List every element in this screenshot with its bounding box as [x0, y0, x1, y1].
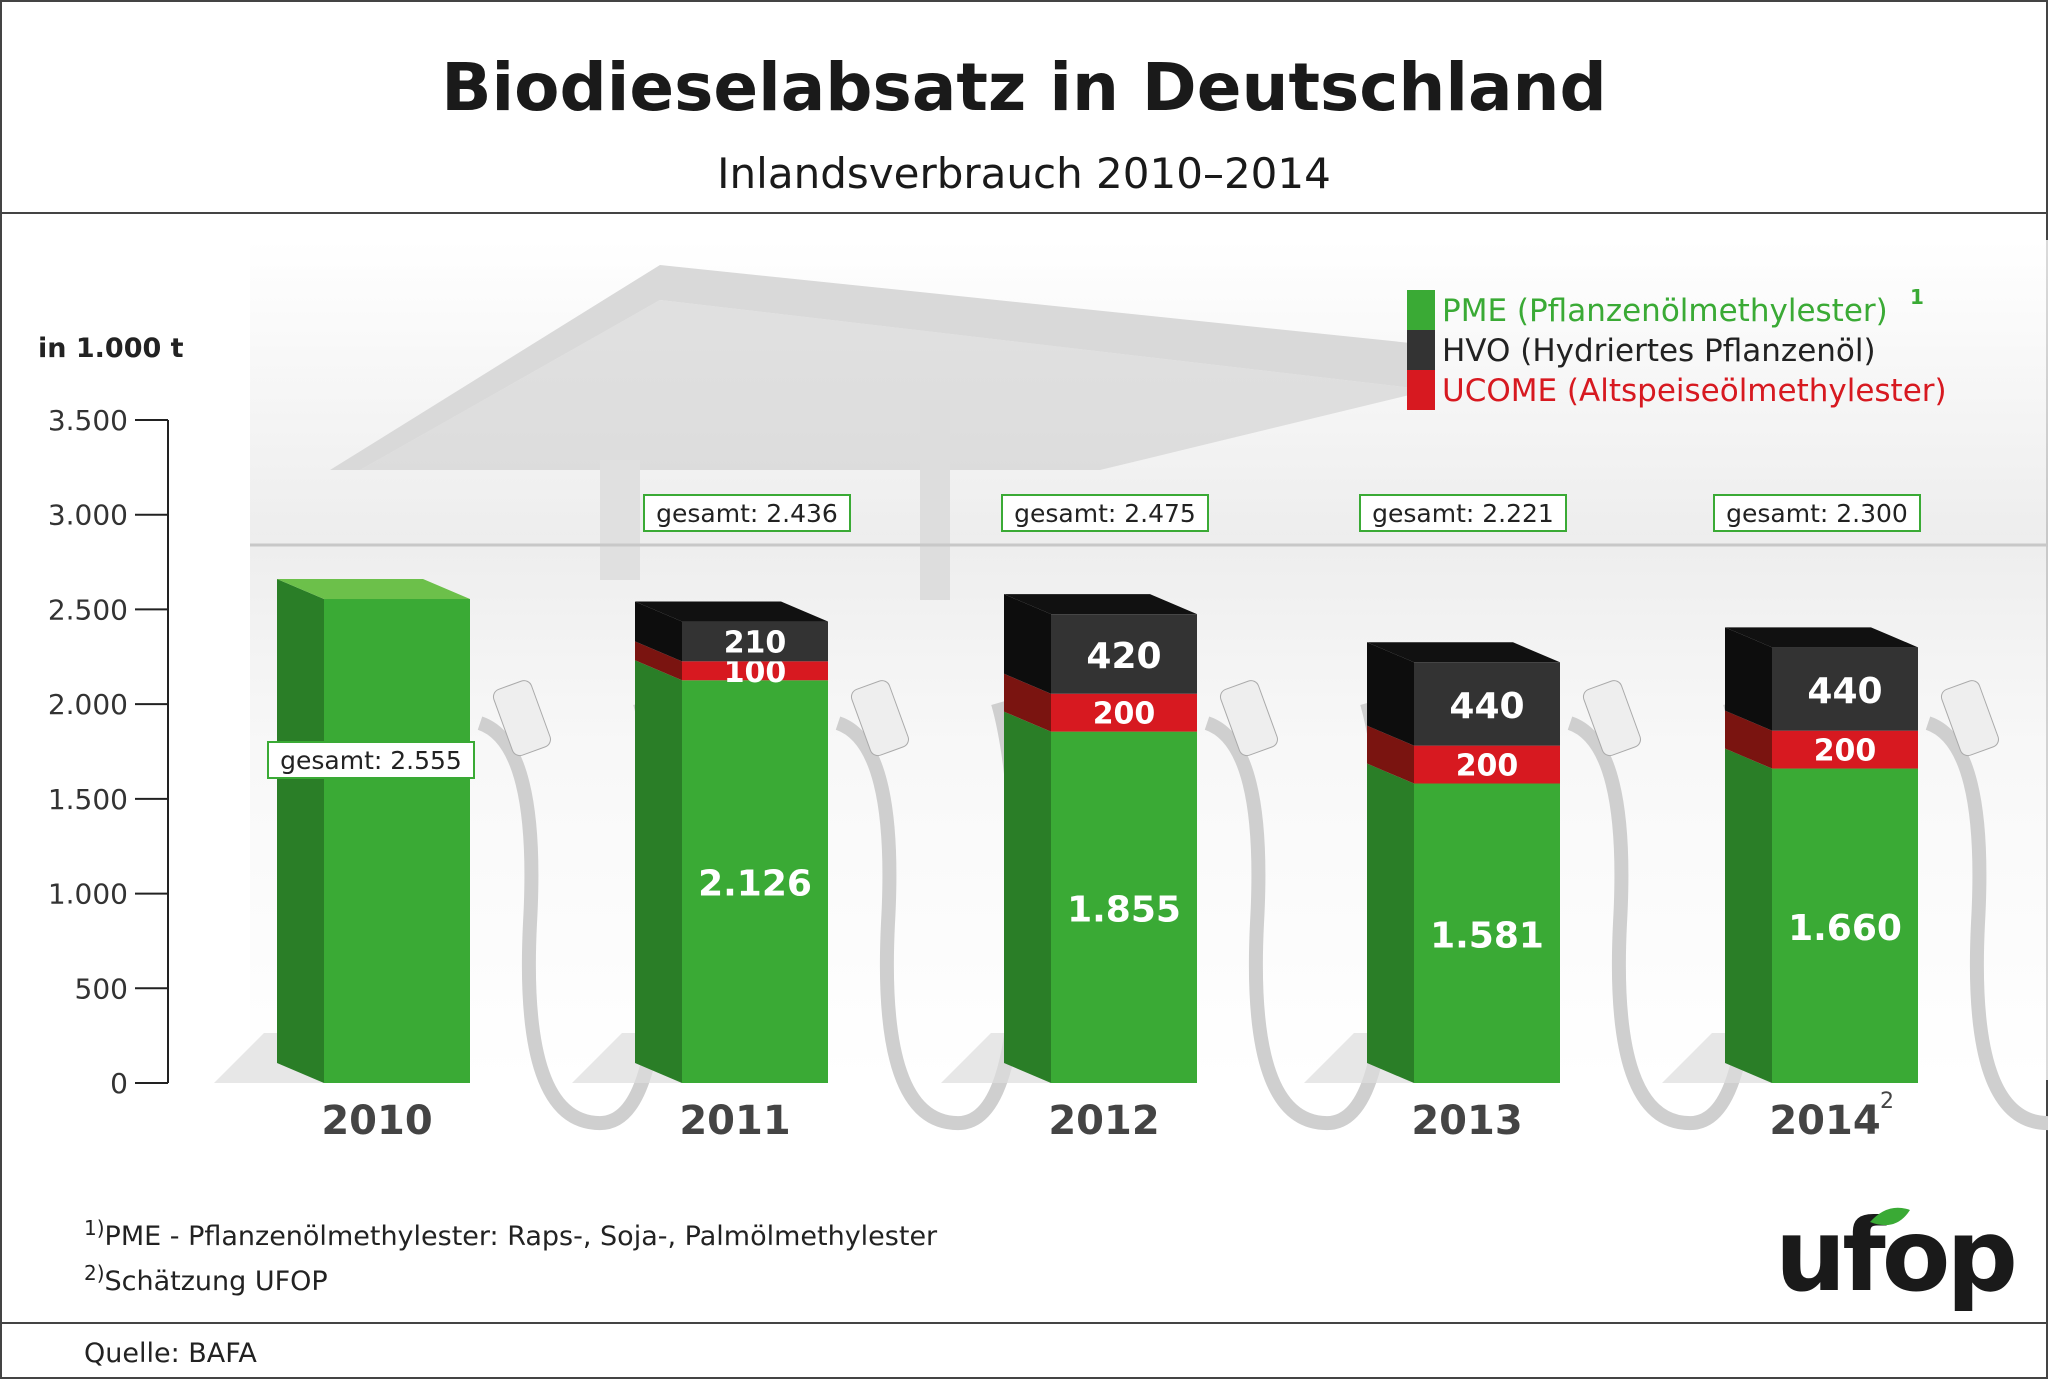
bar-side-0	[1725, 748, 1772, 1083]
bar-segment-pme	[1772, 768, 1918, 1083]
bar-segment-ucome	[1414, 745, 1560, 784]
segment-value-label: 1.581	[1430, 915, 1544, 956]
bar-segment-hvo	[1772, 647, 1918, 731]
bar-side-1	[635, 641, 682, 681]
legend-label: UCOME (Altspeiseölmethylester)	[1442, 373, 1947, 409]
y-tick-label: 2.500	[48, 593, 128, 626]
legend-label: PME (Pflanzenölmethylester)	[1442, 293, 1888, 329]
legend-swatch	[1407, 330, 1435, 370]
pump-nozzle	[1582, 680, 1641, 757]
bar-segment-pme	[1414, 783, 1560, 1083]
bar-segment-pme	[682, 680, 828, 1083]
segment-value-label: 420	[1086, 636, 1161, 677]
legend-swatch	[1407, 290, 1435, 330]
total-label: gesamt: 2.221	[1372, 499, 1554, 528]
total-label: gesamt: 2.475	[1014, 499, 1196, 528]
source-note: Quelle: BAFA	[84, 1338, 257, 1369]
y-tick-label: 3.000	[48, 499, 128, 532]
total-label-box	[1713, 494, 1921, 532]
total-label-box	[643, 494, 851, 532]
pump-nozzle	[850, 680, 909, 757]
y-tick-label: 3.500	[48, 404, 128, 437]
pump-nozzle	[1940, 680, 1999, 757]
bar-segment-ucome	[1051, 693, 1197, 732]
subtitle: Inlandsverbrauch 2010–2014	[717, 149, 1331, 198]
segment-value-label: 1.855	[1067, 889, 1181, 930]
bar-group-2012: 1.855 200 420 gesamt: 2.475 2012	[941, 494, 1395, 1144]
bar-side-2	[1367, 642, 1414, 746]
legend-swatch	[1407, 370, 1435, 410]
bar-side-1	[1725, 710, 1772, 769]
footnote-2: 2)Schätzung UFOP	[84, 1261, 328, 1297]
pump-nozzle	[1219, 680, 1278, 757]
bar-side-2	[1004, 594, 1051, 694]
bar-side-0	[635, 660, 682, 1083]
legend-label: HVO (Hydriertes Pflanzenöl)	[1442, 333, 1876, 369]
bar-top	[1725, 627, 1918, 648]
y-axis: 0 500 1.000 1.500 2.000 2.500 3.000 3.500	[48, 404, 169, 1100]
x-tick-label: 2012	[1048, 1098, 1159, 1144]
total-label-box	[267, 741, 475, 779]
bar-side-1	[1367, 725, 1414, 784]
bar-group-2013: 1.581 200 440 gesamt: 2.221 2013	[1304, 494, 1758, 1144]
x-tick-label: 2011	[679, 1098, 790, 1144]
legend-superscript: 1	[1910, 285, 1924, 309]
y-tick-label: 0	[110, 1067, 128, 1100]
y-tick-label: 1.000	[48, 878, 128, 911]
segment-value-label: 200	[1093, 697, 1156, 732]
x-tick-label: 2010	[321, 1098, 432, 1144]
y-tick-label: 500	[75, 972, 128, 1005]
segment-value-label: 2.126	[698, 864, 812, 905]
footnotes: 1)PME - Pflanzenölmethylester: Raps-, So…	[84, 1216, 938, 1297]
bar-side-1	[1004, 673, 1051, 732]
bar-side-0	[1004, 711, 1051, 1083]
total-label: gesamt: 2.555	[280, 746, 462, 775]
footnote-1: 1)PME - Pflanzenölmethylester: Raps-, So…	[84, 1216, 938, 1252]
bar-side-0	[277, 579, 324, 1083]
total-label: gesamt: 2.300	[1726, 499, 1908, 528]
x-tick-label: 2013	[1411, 1098, 1522, 1144]
pump-nozzle	[492, 680, 551, 757]
segment-value-label: 210	[724, 625, 787, 660]
bar-top	[277, 579, 470, 600]
bar-segment-hvo	[1414, 662, 1560, 746]
segment-value-label: 440	[1807, 671, 1882, 712]
legend: PME (Pflanzenölmethylester) 1 HVO (Hydrier…	[1407, 285, 1947, 410]
segment-value-label: 440	[1449, 686, 1524, 727]
bar-top	[1367, 642, 1560, 663]
x-tick-superscript: 2	[1880, 1089, 1894, 1114]
bar-segment-ucome	[1772, 730, 1918, 769]
bar-group-2010: gesamt: 2.555 2010	[214, 579, 668, 1144]
segment-value-label: 200	[1814, 734, 1877, 769]
bar-top	[1004, 594, 1197, 615]
total-label-box	[1001, 494, 1209, 532]
x-tick-label: 2014	[1769, 1098, 1880, 1144]
segment-value-label: 200	[1456, 749, 1519, 784]
bar-segment-hvo	[682, 621, 828, 662]
total-label: gesamt: 2.436	[656, 499, 838, 528]
page-title: Biodieselabsatz in Deutschland	[441, 49, 1607, 126]
bar-segment-pme	[1051, 731, 1197, 1083]
ufop-logo: ufop	[1775, 1197, 2018, 1314]
y-tick-label: 1.500	[48, 783, 128, 816]
segment-value-label: 1.660	[1788, 908, 1902, 949]
y-axis-label: in 1.000 t	[38, 333, 184, 364]
y-tick-label: 2.000	[48, 688, 128, 721]
bar-segment-pme	[324, 599, 470, 1083]
bar-side-2	[635, 601, 682, 662]
bar-side-2	[1725, 627, 1772, 731]
bar-segment-hvo	[1051, 614, 1197, 694]
bar-segment-ucome	[682, 661, 828, 681]
bar-top	[635, 601, 828, 622]
bar-side-0	[1367, 763, 1414, 1083]
total-label-box	[1359, 494, 1567, 532]
